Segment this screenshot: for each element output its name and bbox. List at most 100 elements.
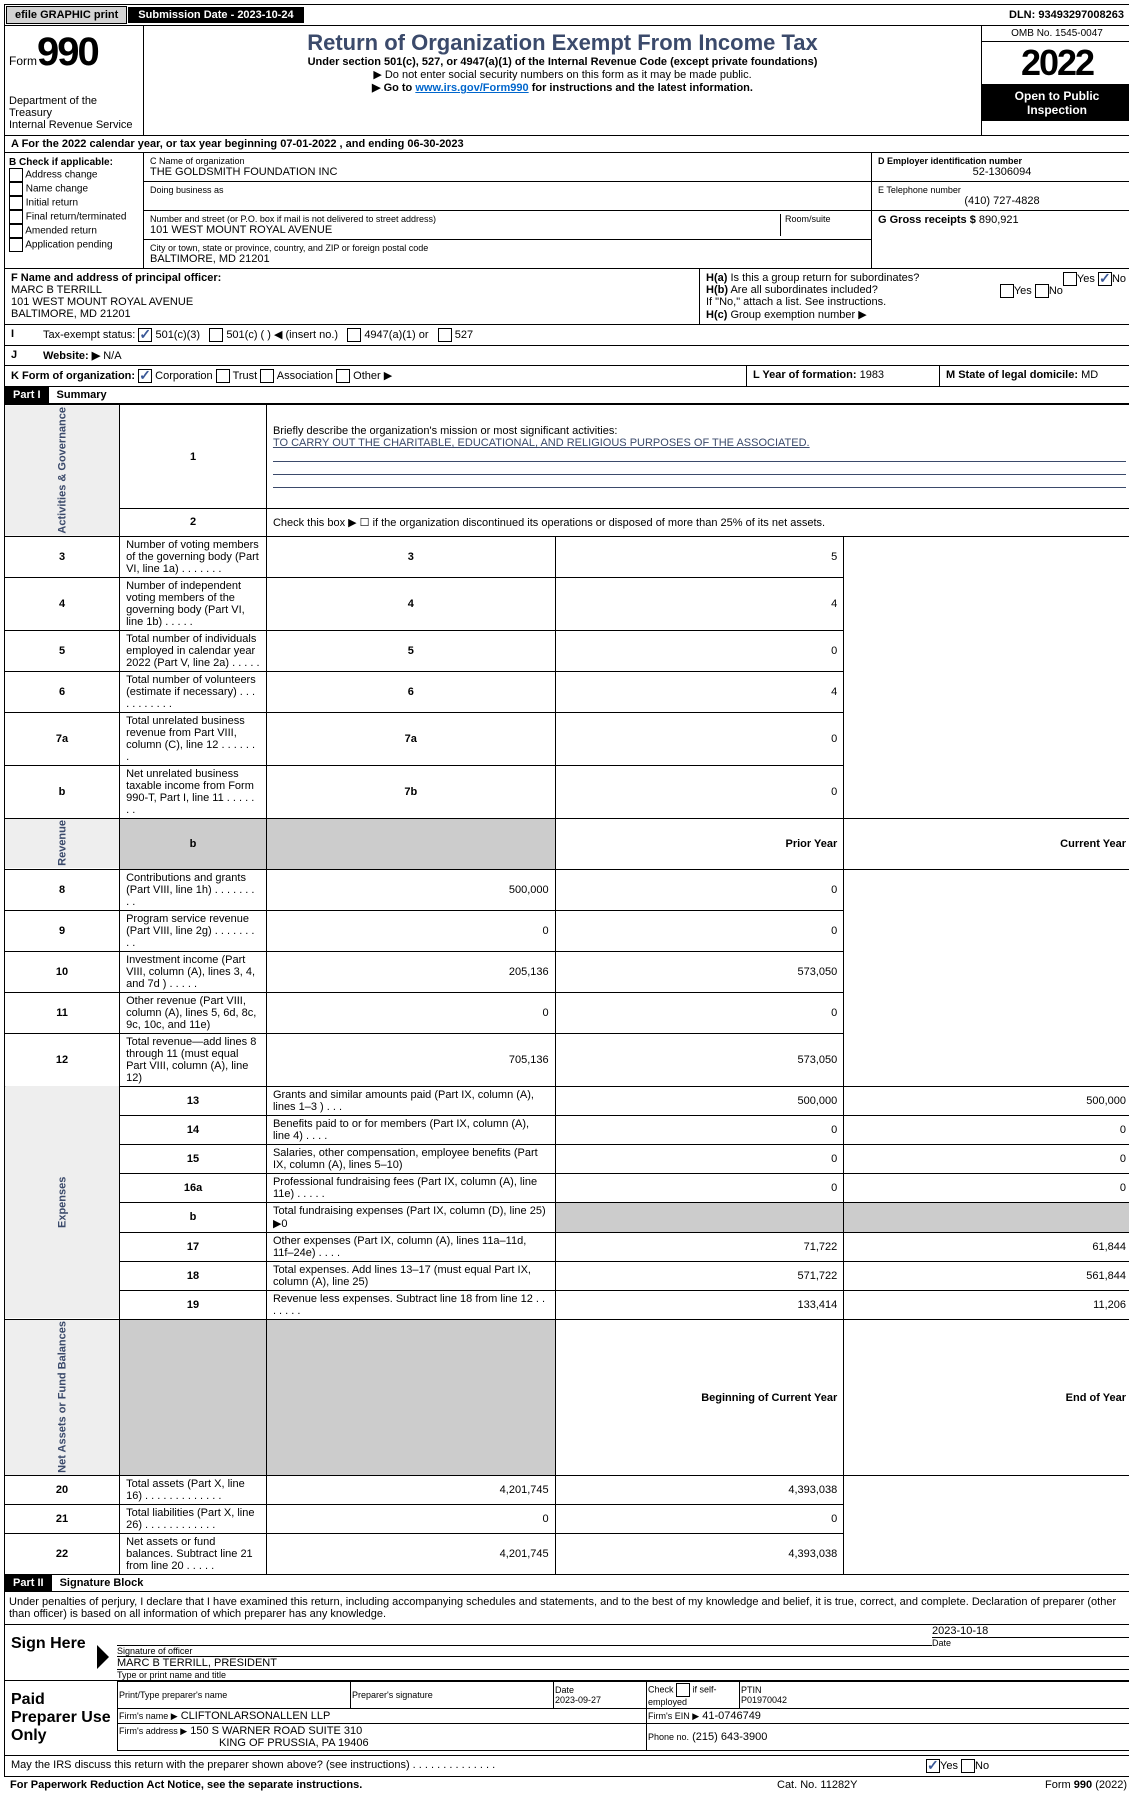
- part2-title: Signature Block: [52, 1575, 152, 1591]
- discuss-row: May the IRS discuss this return with the…: [4, 1756, 1129, 1777]
- col-prior: Prior Year: [555, 818, 844, 869]
- street: 101 WEST MOUNT ROYAL AVENUE: [150, 224, 780, 236]
- sign-date: 2023-10-18: [932, 1625, 1129, 1637]
- part1-title: Summary: [49, 387, 115, 403]
- sidelabel-net: Net Assets or Fund Balances: [5, 1319, 120, 1476]
- sidelabel-gov: Activities & Governance: [5, 405, 120, 537]
- irs-label: Internal Revenue Service: [9, 119, 139, 131]
- website-val: N/A: [103, 350, 121, 362]
- hc-text: Group exemption number ▶: [730, 309, 866, 321]
- year-form-val: 1983: [860, 369, 884, 381]
- paid-label: Paid Preparer Use Only: [5, 1681, 117, 1755]
- submission-date: Submission Date - 2023-10-24: [128, 7, 303, 23]
- assoc-checkbox[interactable]: [260, 369, 274, 383]
- firm-addr1: 150 S WARNER ROAD SUITE 310: [190, 1725, 362, 1737]
- opt-501c: 501(c) ( ) ◀ (insert no.): [226, 329, 338, 341]
- ptin: P01970042: [741, 1695, 787, 1705]
- part1-table: Activities & Governance 1 Briefly descri…: [4, 404, 1129, 1575]
- discuss-no-checkbox[interactable]: [961, 1759, 975, 1773]
- discuss-yes-checkbox[interactable]: [926, 1759, 940, 1773]
- trust-checkbox[interactable]: [216, 369, 230, 383]
- city: BALTIMORE, MD 21201: [150, 253, 865, 265]
- opt-4947: 4947(a)(1) or: [364, 329, 428, 341]
- open-public: Open to Public Inspection: [982, 85, 1129, 121]
- ein-label: D Employer identification number: [878, 156, 1126, 166]
- opt-trust: Trust: [233, 370, 258, 382]
- opt-assoc: Association: [277, 370, 333, 382]
- cat-no: Cat. No. 11282Y: [777, 1779, 977, 1791]
- gross-label: G Gross receipts $: [878, 214, 976, 226]
- opt-501c3: 501(c)(3): [155, 329, 200, 341]
- no-label-2: No: [1049, 285, 1063, 297]
- pra-notice: For Paperwork Reduction Act Notice, see …: [10, 1779, 777, 1791]
- self-emp-checkbox[interactable]: [676, 1683, 690, 1697]
- gross-val: 890,921: [979, 214, 1019, 226]
- 4947-checkbox[interactable]: [347, 328, 361, 342]
- ha-no-checkbox[interactable]: [1098, 272, 1112, 286]
- subtitle-2: ▶ Do not enter social security numbers o…: [148, 68, 977, 81]
- other-checkbox[interactable]: [336, 369, 350, 383]
- discuss-text: May the IRS discuss this return with the…: [5, 1756, 920, 1776]
- opt-other: Other ▶: [353, 370, 392, 382]
- hb-note: If "No," attach a list. See instructions…: [706, 296, 1126, 308]
- paid-preparer-block: Paid Preparer Use Only Print/Type prepar…: [4, 1681, 1129, 1756]
- 501c-checkbox[interactable]: [209, 328, 223, 342]
- form-number: 990: [37, 30, 98, 74]
- ha-yes-checkbox[interactable]: [1063, 272, 1077, 286]
- street-label: Number and street (or P.O. box if mail i…: [150, 214, 780, 224]
- date-label: Date: [932, 1637, 1129, 1648]
- part1-header: Part I: [5, 387, 49, 403]
- tel: (410) 727-4828: [878, 195, 1126, 207]
- signer-name: MARC B TERRILL, PRESIDENT: [117, 1657, 1129, 1669]
- check-initial-return[interactable]: [9, 196, 23, 210]
- state-val: MD: [1081, 369, 1098, 381]
- hb-text: Are all subordinates included?: [730, 284, 877, 296]
- period-begin: 07-01-2022: [280, 138, 336, 150]
- section-b-header: B Check if applicable:: [9, 157, 139, 168]
- col-begin: Beginning of Current Year: [555, 1319, 844, 1476]
- col-current: Current Year: [844, 818, 1129, 869]
- ha-text: Is this a group return for subordinates?: [730, 272, 919, 284]
- efile-print-button[interactable]: efile GRAPHIC print: [6, 6, 127, 24]
- check-application-pending[interactable]: [9, 238, 23, 252]
- 501c3-checkbox[interactable]: [138, 328, 152, 342]
- top-bar: efile GRAPHIC print Submission Date - 20…: [4, 4, 1129, 26]
- check-name-change[interactable]: [9, 182, 23, 196]
- yes-label-2: Yes: [1014, 285, 1032, 297]
- declaration: Under penalties of perjury, I declare th…: [4, 1592, 1129, 1625]
- sig-officer-label: Signature of officer: [117, 1645, 932, 1656]
- tax-exempt-row: I Tax-exempt status: 501(c)(3) 501(c) ( …: [4, 325, 1129, 346]
- sidelabel-exp: Expenses: [5, 1086, 120, 1319]
- entity-info: B Check if applicable: Address change Na…: [4, 153, 1129, 269]
- check-amended-return[interactable]: [9, 224, 23, 238]
- line1-val: TO CARRY OUT THE CHARITABLE, EDUCATIONAL…: [273, 437, 1126, 449]
- website-label: Website: ▶: [43, 350, 100, 362]
- corp-checkbox[interactable]: [138, 369, 152, 383]
- formorg-label: K Form of organization:: [11, 370, 135, 382]
- hb-no-checkbox[interactable]: [1035, 284, 1049, 298]
- yes-label: Yes: [1077, 273, 1095, 285]
- arrow-icon: [97, 1645, 109, 1669]
- 527-checkbox[interactable]: [438, 328, 452, 342]
- firm-addr-label: Firm's address ▶: [119, 1726, 187, 1736]
- ptin-label: PTIN: [741, 1685, 762, 1695]
- period-text-b: , and ending: [340, 138, 408, 150]
- hb-yes-checkbox[interactable]: [1000, 284, 1014, 298]
- prep-date: 2023-09-27: [555, 1695, 601, 1705]
- org-name-label: C Name of organization: [150, 156, 865, 166]
- dln-label: DLN: 93493297008263: [1001, 7, 1129, 23]
- form-title: Return of Organization Exempt From Incom…: [148, 30, 977, 56]
- check-final-return/terminated[interactable]: [9, 210, 23, 224]
- col-end: End of Year: [844, 1319, 1129, 1476]
- room-label: Room/suite: [785, 214, 865, 224]
- hc-label: H(c): [706, 309, 727, 321]
- name-title-label: Type or print name and title: [117, 1669, 1129, 1680]
- prep-date-label: Date: [555, 1685, 574, 1695]
- form-header: Form990 Department of the Treasury Inter…: [4, 26, 1129, 136]
- opt-527: 527: [455, 329, 473, 341]
- sign-here-label: Sign Here: [5, 1625, 97, 1680]
- check-address-change[interactable]: [9, 168, 23, 182]
- irs-link[interactable]: www.irs.gov/Form990: [415, 82, 528, 94]
- period-end: 06-30-2023: [407, 138, 463, 150]
- dba-label: Doing business as: [150, 185, 865, 195]
